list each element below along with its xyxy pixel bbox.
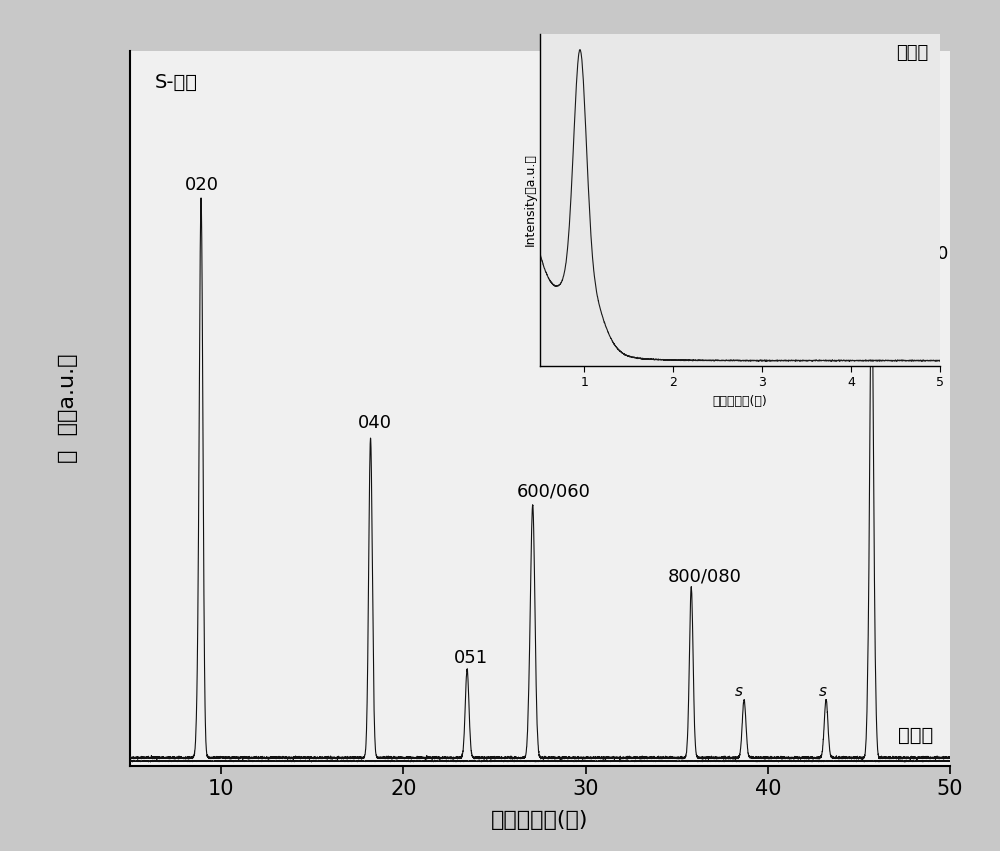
X-axis label: 双倍衍射角(度): 双倍衍射角(度): [491, 810, 589, 831]
Text: 1000/0100: 1000/0100: [852, 244, 948, 262]
Text: 800/080: 800/080: [668, 568, 741, 585]
X-axis label: 双倍衍射角(度): 双倍衍射角(度): [713, 395, 767, 408]
Text: 强  度（a.u.）: 强 度（a.u.）: [58, 354, 78, 463]
Text: 040: 040: [358, 414, 392, 432]
Text: s: s: [735, 684, 743, 700]
Text: 051: 051: [454, 649, 488, 667]
Text: 微孔层: 微孔层: [898, 725, 934, 745]
Text: 020: 020: [185, 176, 219, 194]
Y-axis label: Intensity（a.u.）: Intensity（a.u.）: [524, 153, 537, 247]
Text: s: s: [818, 684, 826, 700]
Text: S-基板: S-基板: [155, 72, 198, 92]
Text: 600/060: 600/060: [516, 483, 590, 500]
Text: 介孔层: 介孔层: [896, 44, 928, 62]
